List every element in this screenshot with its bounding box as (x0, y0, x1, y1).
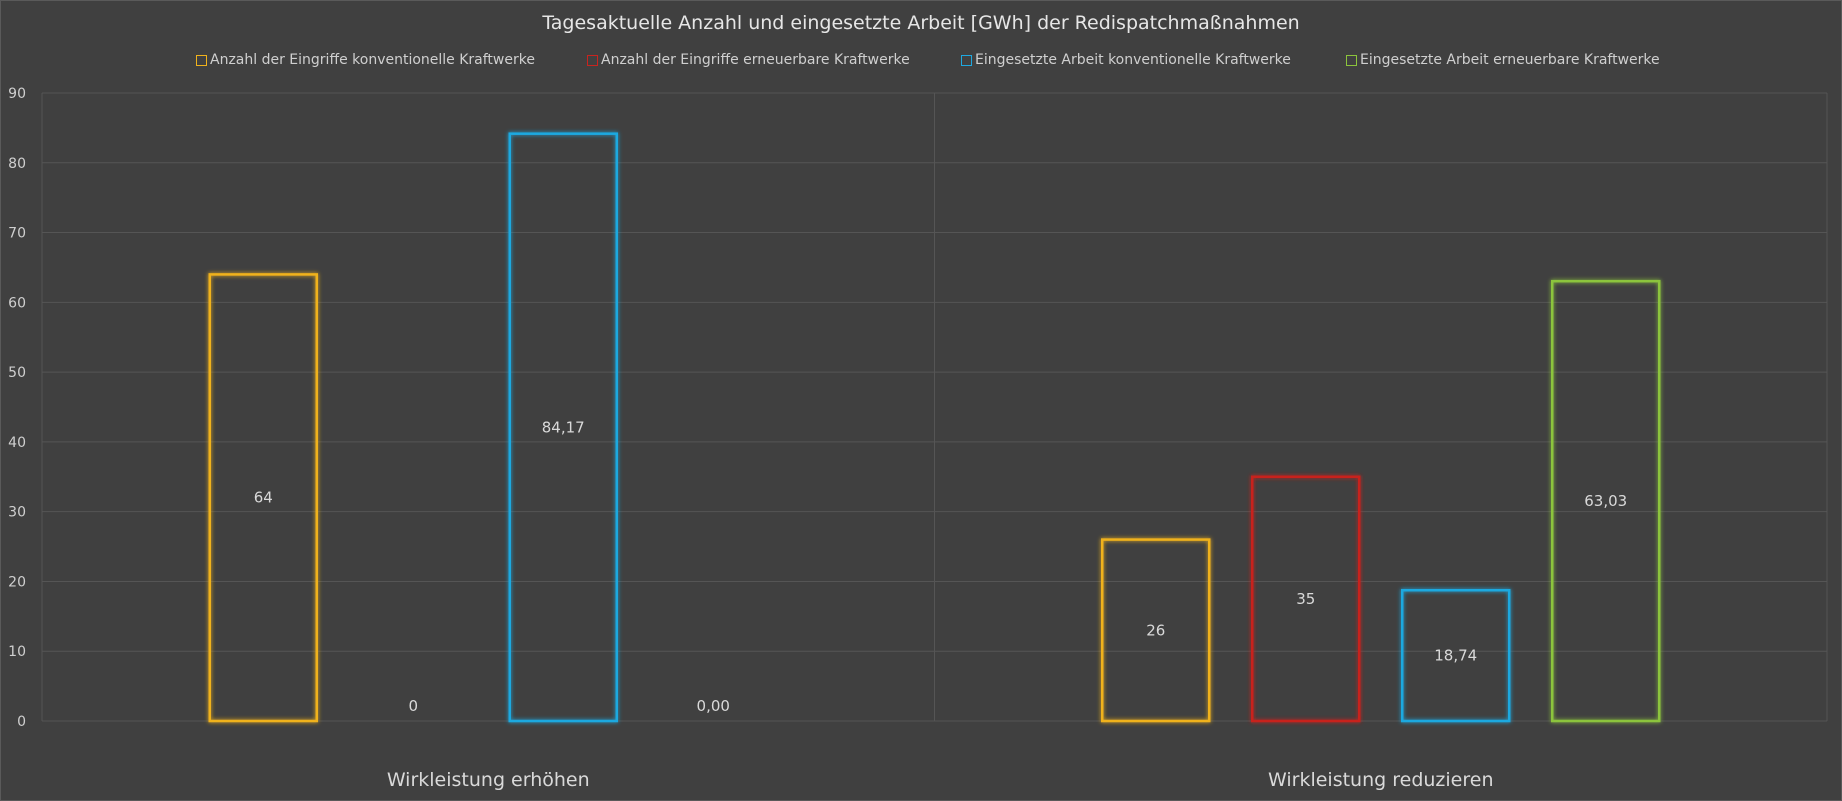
bar (1401, 588, 1511, 723)
y-tick-label: 20 (8, 574, 26, 590)
data-label: 18,74 (1434, 647, 1477, 665)
legend-swatch (961, 54, 972, 66)
bar (508, 132, 618, 723)
bar (208, 273, 318, 723)
gridlines (41, 92, 1828, 722)
y-tick-label: 60 (8, 295, 26, 311)
legend-item: Eingesetzte Arbeit erneuerbare Kraftwerk… (1346, 52, 1660, 68)
y-tick-label: 50 (8, 365, 26, 381)
bar (1251, 475, 1361, 723)
data-label: 35 (1296, 590, 1315, 608)
legend-label: Eingesetzte Arbeit erneuerbare Kraftwerk… (1360, 52, 1660, 68)
y-tick-label: 0 (17, 714, 26, 730)
legend-item: Anzahl der Eingriffe erneuerbare Kraftwe… (587, 52, 910, 68)
y-tick-label: 70 (8, 226, 26, 242)
y-tick-label: 10 (8, 644, 26, 660)
y-tick-label: 80 (8, 156, 26, 172)
legend-swatch (196, 54, 207, 66)
y-tick-label: 30 (8, 505, 26, 521)
legend-label: Eingesetzte Arbeit konventionelle Kraftw… (975, 52, 1291, 68)
data-label: 64 (254, 489, 273, 507)
x-category-label: Wirkleistung erhöhen (387, 769, 590, 791)
legend: Anzahl der Eingriffe konventionelle Kraf… (0, 52, 1842, 72)
x-category-label: Wirkleistung reduzieren (1268, 769, 1494, 791)
legend-swatch (1346, 54, 1357, 66)
data-label: 0 (408, 697, 418, 715)
legend-item: Eingesetzte Arbeit konventionelle Kraftw… (961, 52, 1291, 68)
y-tick-label: 90 (8, 86, 26, 102)
data-label: 0,00 (697, 697, 730, 715)
y-tick-label: 40 (8, 435, 26, 451)
legend-swatch (587, 54, 598, 66)
bar (1551, 279, 1661, 723)
data-label: 63,03 (1584, 492, 1627, 510)
data-label: 26 (1146, 621, 1165, 639)
x-axis-categories: Wirkleistung erhöhen Wirkleistung reduzie… (387, 769, 1494, 791)
legend-label: Anzahl der Eingriffe erneuerbare Kraftwe… (601, 52, 910, 68)
legend-label: Anzahl der Eingriffe konventionelle Kraf… (210, 52, 535, 68)
data-labels: 64 0 84,17 0,00 26 35 18,74 63,03 (254, 418, 1628, 715)
bar (1101, 538, 1211, 723)
data-label: 84,17 (542, 418, 585, 436)
y-axis-ticks: 0 10 20 30 40 50 60 70 80 90 (8, 86, 26, 730)
bars (208, 132, 1661, 723)
chart-title: Tagesaktuelle Anzahl und eingesetzte Arb… (542, 12, 1300, 34)
legend-item: Anzahl der Eingriffe konventionelle Kraf… (196, 52, 535, 68)
